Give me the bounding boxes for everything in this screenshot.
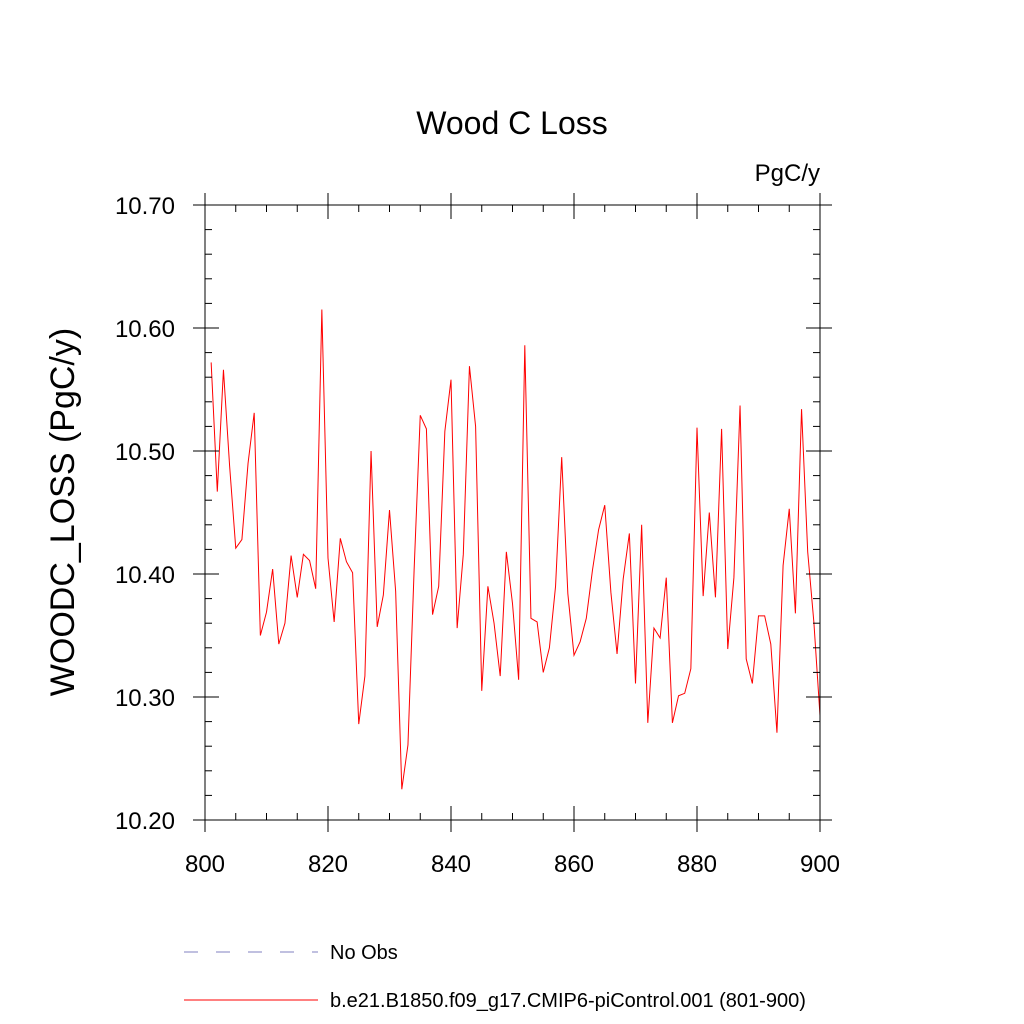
chart-title: Wood C Loss bbox=[416, 105, 608, 141]
series-layer bbox=[210, 309, 821, 790]
y-tick-label: 10.30 bbox=[115, 685, 175, 712]
y-tick-label: 10.50 bbox=[115, 439, 175, 466]
x-tick-label: 840 bbox=[431, 851, 471, 878]
series-line-0 bbox=[210, 309, 821, 790]
y-tick-label: 10.40 bbox=[115, 562, 175, 589]
legend-label-picontrol: b.e21.B1850.f09_g17.CMIP6-piControl.001 … bbox=[330, 990, 806, 1012]
y-tick-label: 10.60 bbox=[115, 316, 175, 343]
x-tick-label: 820 bbox=[308, 851, 348, 878]
units-label: PgC/y bbox=[755, 160, 820, 187]
legend: No Obs b.e21.B1850.f09_g17.CMIP6-piContr… bbox=[184, 942, 806, 1012]
x-tick-label: 860 bbox=[554, 851, 594, 878]
plot-frame bbox=[204, 204, 821, 821]
y-tick-label: 10.20 bbox=[115, 808, 175, 835]
x-tick-label: 880 bbox=[677, 851, 717, 878]
tick-label-layer: 800 820 840 860 880 900 10.20 10.30 10.40 10.50 10… bbox=[115, 193, 840, 878]
y-tick-label: 10.70 bbox=[115, 193, 175, 220]
legend-label-no-obs: No Obs bbox=[330, 942, 398, 964]
axes-layer bbox=[193, 193, 832, 832]
y-axis-label: WOODC_LOSS (PgC/y) bbox=[44, 328, 82, 696]
x-tick-label: 800 bbox=[185, 851, 225, 878]
x-tick-label: 900 bbox=[800, 851, 840, 878]
